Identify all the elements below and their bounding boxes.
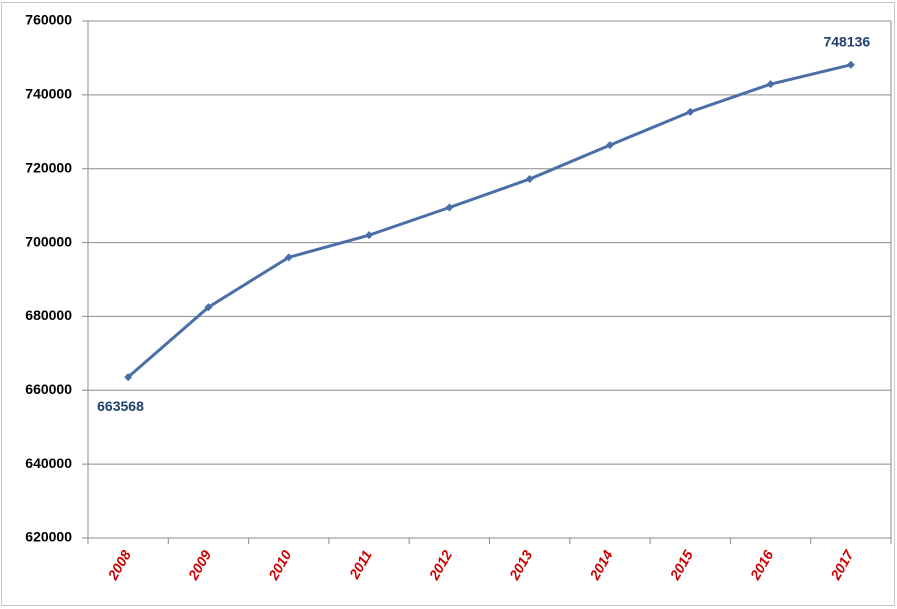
marker bbox=[686, 107, 695, 116]
marker bbox=[605, 141, 614, 150]
marker bbox=[284, 253, 293, 262]
y-tick-label: 740000 bbox=[25, 86, 72, 102]
y-tick-label: 680000 bbox=[25, 307, 72, 323]
y-tick-label: 700000 bbox=[25, 233, 72, 249]
marker bbox=[204, 303, 213, 312]
data-label: 748136 bbox=[823, 34, 870, 50]
y-tick-label: 660000 bbox=[25, 381, 72, 397]
marker bbox=[766, 80, 775, 89]
data-label: 663568 bbox=[97, 398, 144, 414]
marker bbox=[124, 373, 133, 382]
series-line bbox=[127, 63, 852, 379]
y-tick-label: 760000 bbox=[25, 12, 72, 28]
marker bbox=[846, 60, 855, 69]
y-tick-label: 720000 bbox=[25, 159, 72, 175]
marker bbox=[445, 203, 454, 212]
y-tick-label: 640000 bbox=[25, 455, 72, 471]
marker bbox=[525, 175, 534, 184]
y-tick-label: 620000 bbox=[25, 529, 72, 545]
marker bbox=[365, 231, 374, 240]
